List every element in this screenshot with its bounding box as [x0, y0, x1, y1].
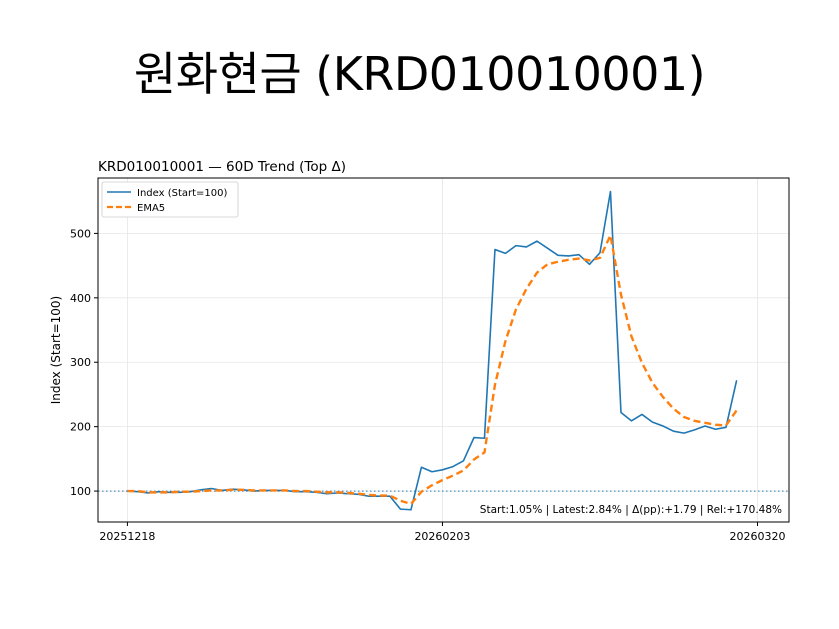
series-ema5-line	[127, 234, 738, 506]
series-lines	[126, 190, 738, 511]
plot-area-frame	[97, 177, 790, 523]
stats-annotation: Start:1.05% | Latest:2.84% | Δ(pp):+1.79…	[480, 504, 782, 516]
grid-lines	[98, 178, 789, 522]
x-axis-ticks: 20251218 20260203 20260320	[99, 522, 785, 543]
y-tick-label: 200	[70, 421, 91, 434]
slide-title: 원화현금 (KRD010010001)	[133, 47, 706, 101]
x-tick-label: 20260320	[729, 530, 785, 543]
x-tick-label: 20251218	[99, 530, 155, 543]
y-tick-label: 100	[70, 485, 91, 498]
y-tick-label: 400	[70, 292, 91, 305]
series-index-line	[126, 190, 738, 511]
legend-label-ema5: EMA5	[137, 203, 165, 214]
legend-label-index: Index (Start=100)	[137, 188, 228, 199]
chart-title: KRD010010001 — 60D Trend (Top Δ)	[98, 159, 346, 175]
y-axis-ticks: 100 200 300 400 500	[70, 227, 98, 498]
legend-box	[101, 181, 239, 218]
legend: Index (Start=100) EMA5	[101, 181, 239, 218]
y-axis-label: Index (Start=100)	[49, 296, 63, 405]
y-tick-label: 500	[70, 227, 91, 240]
y-tick-label: 300	[70, 356, 91, 369]
x-tick-label: 20260203	[414, 530, 470, 543]
